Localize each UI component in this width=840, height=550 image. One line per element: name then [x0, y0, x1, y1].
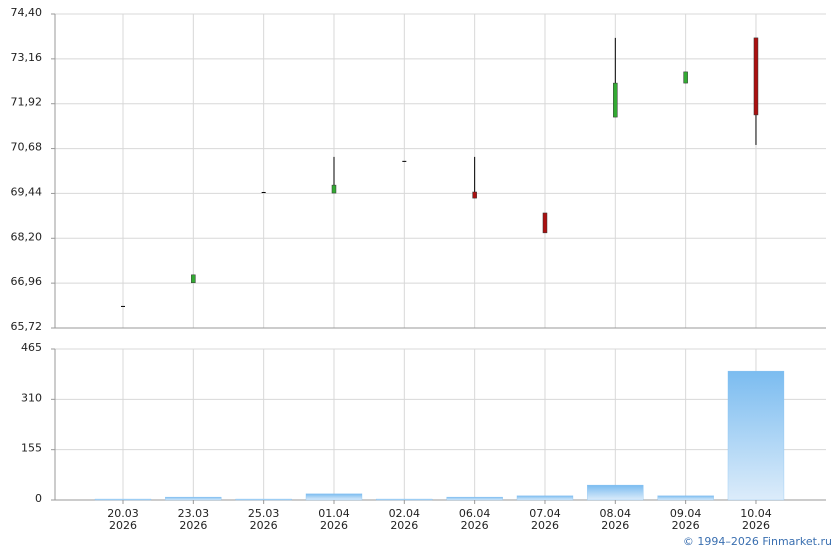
- y-tick-label: 0: [35, 492, 42, 505]
- y-tick-label: 65,72: [11, 320, 43, 333]
- x-tick-label: 02.04 2026: [389, 507, 421, 532]
- candle-body: [331, 184, 337, 194]
- x-tick-label: 09.04 2026: [670, 507, 702, 532]
- candle-body: [472, 191, 477, 199]
- y-tick-label: 70,68: [11, 141, 43, 154]
- y-tick-label: 465: [21, 341, 42, 354]
- volume-bar: [727, 370, 785, 501]
- y-tick-label: 73,16: [11, 51, 43, 64]
- candle-body: [261, 191, 266, 193]
- x-tick-label: 06.04 2026: [459, 507, 491, 532]
- x-tick-label: 10.04 2026: [740, 507, 772, 532]
- y-tick-label: 310: [21, 391, 42, 404]
- volume-bar: [376, 498, 433, 501]
- y-tick-label: 155: [21, 442, 42, 455]
- candle-body: [402, 160, 407, 162]
- x-tick-label: 20.03 2026: [107, 507, 139, 532]
- volume-bar: [657, 495, 714, 501]
- volume-bar: [235, 498, 292, 501]
- y-tick-label: 71,92: [11, 96, 43, 109]
- candle-body: [683, 71, 688, 84]
- candle-body: [191, 274, 196, 284]
- y-tick-label: 68,20: [11, 230, 43, 243]
- y-tick-label: 69,44: [11, 185, 43, 198]
- y-tick-label: 74,40: [11, 6, 43, 19]
- volume-bar: [165, 496, 222, 501]
- volume-bar: [94, 498, 152, 501]
- x-tick-label: 08.04 2026: [600, 507, 632, 532]
- volume-bar: [446, 496, 503, 501]
- volume-bar: [305, 493, 363, 501]
- candle-body: [753, 37, 759, 116]
- volume-bar: [587, 484, 644, 501]
- candle-body: [121, 305, 125, 307]
- volume-bar: [516, 495, 574, 501]
- x-tick-label: 07.04 2026: [529, 507, 561, 532]
- x-tick-label: 25.03 2026: [248, 507, 280, 532]
- x-tick-label: 01.04 2026: [318, 507, 350, 532]
- copyright[interactable]: © 1994–2026 Finmarket.ru: [683, 535, 832, 548]
- y-tick-label: 66,96: [11, 275, 43, 288]
- x-tick-label: 23.03 2026: [178, 507, 210, 532]
- candle-body: [613, 82, 618, 118]
- candle-body: [542, 212, 548, 234]
